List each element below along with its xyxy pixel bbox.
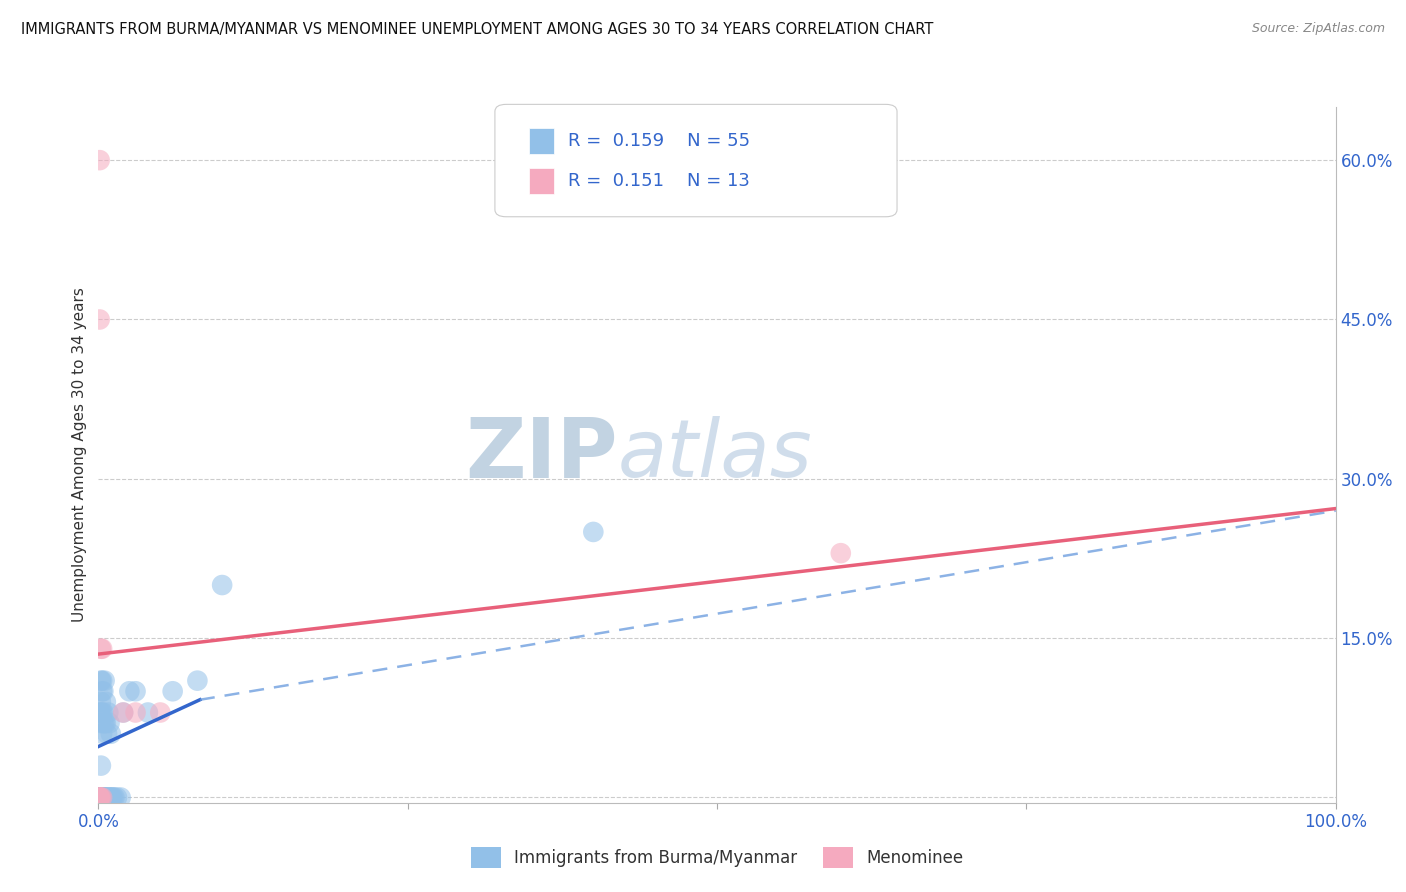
Point <box>103 790 125 805</box>
Point <box>89 312 111 326</box>
Point <box>89 790 111 805</box>
Point <box>90 641 112 656</box>
Text: Source: ZipAtlas.com: Source: ZipAtlas.com <box>1251 22 1385 36</box>
Point <box>96 790 118 805</box>
Point <box>93 790 115 805</box>
Point <box>89 790 111 805</box>
Point <box>94 790 117 805</box>
Point <box>90 695 112 709</box>
Point <box>103 790 125 805</box>
Point <box>91 673 114 688</box>
Point <box>89 790 111 805</box>
Point <box>97 790 120 805</box>
Point <box>90 790 112 805</box>
Text: ZIP: ZIP <box>465 415 619 495</box>
Point <box>105 790 128 805</box>
Point <box>110 790 132 805</box>
Point <box>91 706 114 720</box>
Point <box>91 790 114 805</box>
Point <box>112 706 135 720</box>
Y-axis label: Unemployment Among Ages 30 to 34 years: Unemployment Among Ages 30 to 34 years <box>72 287 87 623</box>
Point <box>91 790 114 805</box>
Point <box>124 684 146 698</box>
Point <box>91 727 114 741</box>
Point <box>93 790 115 805</box>
Point <box>211 578 233 592</box>
Point <box>118 684 141 698</box>
Point <box>93 684 115 698</box>
Point <box>93 790 115 805</box>
Point <box>93 716 115 731</box>
Point <box>93 673 115 688</box>
Text: R =  0.159    N = 55: R = 0.159 N = 55 <box>568 132 751 150</box>
Point <box>98 790 121 805</box>
Point <box>149 706 172 720</box>
Point <box>90 758 112 772</box>
Point <box>89 790 111 805</box>
Point <box>112 706 135 720</box>
Point <box>94 695 117 709</box>
Point <box>91 790 114 805</box>
Point <box>93 790 115 805</box>
Point <box>124 706 146 720</box>
Point <box>93 716 115 731</box>
Point <box>89 790 111 805</box>
Point <box>90 790 112 805</box>
Point <box>101 790 124 805</box>
Text: R =  0.151    N = 13: R = 0.151 N = 13 <box>568 172 749 190</box>
Point <box>93 706 115 720</box>
Point <box>89 790 111 805</box>
Point <box>91 684 114 698</box>
Point <box>90 790 112 805</box>
Point <box>98 716 121 731</box>
Text: atlas: atlas <box>619 416 813 494</box>
Point <box>100 727 122 741</box>
Point <box>186 673 208 688</box>
Point <box>90 790 112 805</box>
Point <box>90 673 112 688</box>
Point <box>90 790 112 805</box>
Point <box>90 706 112 720</box>
Text: IMMIGRANTS FROM BURMA/MYANMAR VS MENOMINEE UNEMPLOYMENT AMONG AGES 30 TO 34 YEAR: IMMIGRANTS FROM BURMA/MYANMAR VS MENOMIN… <box>21 22 934 37</box>
Point <box>96 727 118 741</box>
Point <box>89 706 111 720</box>
Point <box>582 524 605 539</box>
Point <box>94 716 117 731</box>
Point <box>97 706 120 720</box>
Point <box>100 790 122 805</box>
Point <box>89 790 111 805</box>
Point <box>136 706 159 720</box>
Legend: Immigrants from Burma/Myanmar, Menominee: Immigrants from Burma/Myanmar, Menominee <box>464 841 970 874</box>
Point <box>89 153 111 168</box>
Point <box>90 790 112 805</box>
Point <box>830 546 852 560</box>
Point <box>91 641 114 656</box>
Point <box>162 684 184 698</box>
Point <box>91 790 114 805</box>
Point <box>90 716 112 731</box>
